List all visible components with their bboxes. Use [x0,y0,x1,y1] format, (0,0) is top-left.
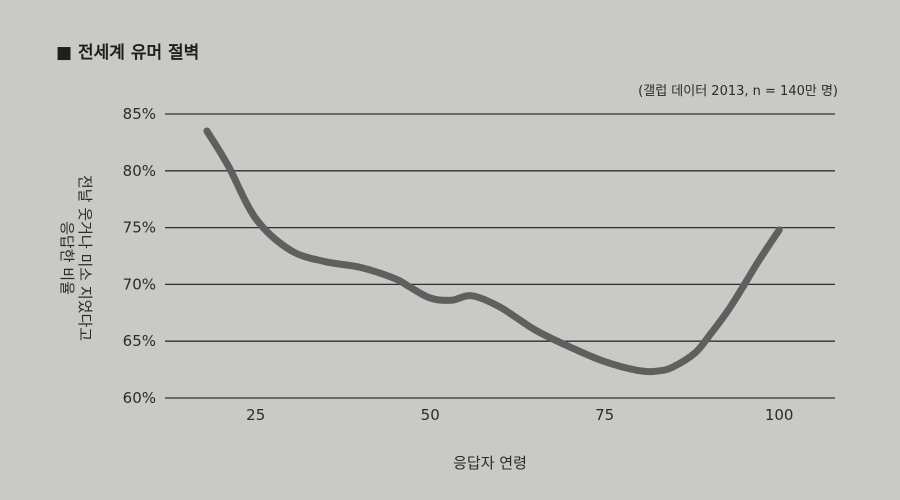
chart-title: 전세계 유머 절벽 [78,42,199,63]
y-tick-label: 60% [123,389,156,407]
y-axis-title-line-1: 전날 웃거나 미소 지었다고 [76,175,94,341]
source-note: (갤럽 데이터 2013, n = 140만 명) [638,84,838,99]
x-tick-label: 25 [246,406,265,424]
series-group [203,127,783,376]
y-tick-label: 75% [123,219,156,237]
y-tick-label: 85% [123,105,156,123]
y-tick-labels: 60% 65% 70% 75% 80% 85% [123,105,156,407]
y-tick-label: 70% [123,275,156,293]
y-axis-title-line-2: 응답한 비율 [58,221,76,295]
x-tick-labels: 25 50 75 100 [246,406,793,424]
series-line-0 [203,127,783,376]
x-axis-title: 응답자 연령 [453,454,527,472]
y-tick-label: 80% [123,162,156,180]
chart-title-group: ■ 전세계 유머 절벽 [56,42,199,63]
y-tick-label: 65% [123,332,156,350]
x-tick-label: 50 [421,406,440,424]
x-tick-label: 75 [595,406,614,424]
x-tick-label: 100 [765,406,794,424]
gridlines [165,113,835,399]
title-marker: ■ [56,43,72,63]
